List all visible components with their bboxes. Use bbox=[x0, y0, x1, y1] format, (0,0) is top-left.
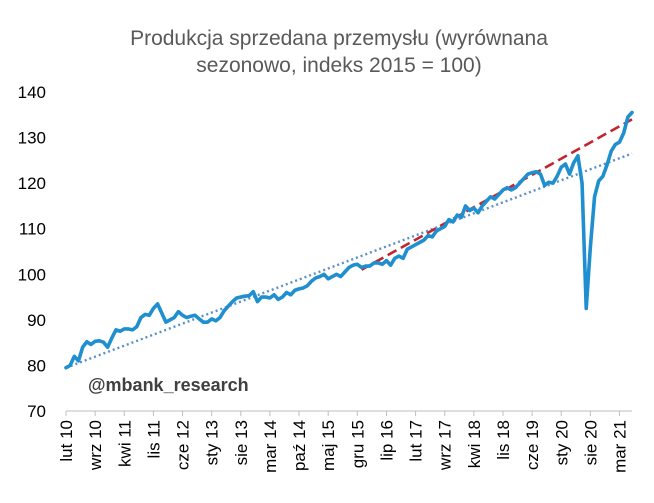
y-axis: 70 80 90 100 110 120 130 140 bbox=[18, 83, 46, 421]
x-tick-label: cze 19 bbox=[523, 420, 542, 470]
x-tick-label: sie 13 bbox=[232, 420, 251, 465]
x-tick-label: lis 18 bbox=[494, 420, 513, 460]
y-tick-label: 110 bbox=[19, 220, 46, 239]
y-tick-label: 80 bbox=[27, 356, 46, 375]
x-axis: lut 10 wrz 10 kwi 11 lis 11 cze 12 sty 13 sie … bbox=[57, 411, 630, 473]
y-tick-label: 120 bbox=[18, 174, 46, 193]
x-tick-label: lut 10 bbox=[57, 420, 76, 462]
trend-line-dotted bbox=[65, 152, 633, 369]
series-line-production bbox=[64, 110, 634, 370]
x-tick-label: sty 13 bbox=[203, 420, 222, 465]
x-tick-label: wrz 10 bbox=[86, 420, 105, 471]
x-tick-label: sie 20 bbox=[581, 420, 600, 465]
x-tick-label: mar 21 bbox=[611, 420, 630, 473]
y-tick-label: 70 bbox=[27, 402, 46, 421]
chart-title-line-1: Produkcja sprzedana przemysłu (wyrównana bbox=[130, 27, 548, 50]
x-tick-label: cze 12 bbox=[174, 420, 193, 470]
chart-title-line-2: sezonowo, indeks 2015 = 100) bbox=[196, 54, 481, 77]
x-tick-label: lis 11 bbox=[144, 420, 163, 458]
watermark: @mbank_research bbox=[88, 375, 249, 395]
x-tick-label: kwi 11 bbox=[115, 420, 134, 467]
x-tick-label: mar 14 bbox=[261, 420, 280, 473]
x-tick-label: paź 14 bbox=[290, 420, 309, 471]
x-tick-label: lut 17 bbox=[407, 420, 426, 462]
x-tick-label: maj 15 bbox=[319, 420, 338, 471]
series-group bbox=[64, 110, 634, 370]
y-tick-label: 130 bbox=[18, 129, 46, 148]
y-tick-label: 90 bbox=[27, 311, 46, 330]
x-tick-label: lip 16 bbox=[377, 420, 396, 461]
y-tick-label: 140 bbox=[18, 83, 46, 102]
x-tick-label: kwi 18 bbox=[465, 420, 484, 468]
x-tick-label: wrz 17 bbox=[436, 420, 455, 471]
x-tick-label: gru 15 bbox=[348, 420, 367, 468]
x-tick-label: sty 20 bbox=[552, 420, 571, 465]
y-tick-label: 100 bbox=[18, 265, 46, 284]
